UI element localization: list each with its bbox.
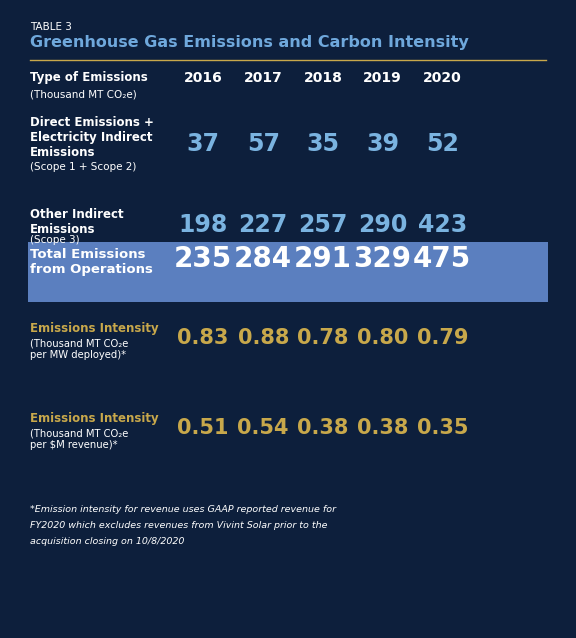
Text: Greenhouse Gas Emissions and Carbon Intensity: Greenhouse Gas Emissions and Carbon Inte…	[30, 35, 469, 50]
Text: (Thousand MT CO₂e: (Thousand MT CO₂e	[30, 428, 128, 438]
Text: (Thousand MT CO₂e): (Thousand MT CO₂e)	[30, 89, 137, 100]
Text: (Scope 1 + Scope 2): (Scope 1 + Scope 2)	[30, 162, 137, 172]
Text: 0.38: 0.38	[297, 418, 349, 438]
Text: 2016: 2016	[183, 71, 222, 85]
Text: 0.80: 0.80	[357, 328, 408, 348]
Text: 0.79: 0.79	[416, 328, 468, 348]
Text: Direct Emissions +
Electricity Indirect
Emissions: Direct Emissions + Electricity Indirect …	[30, 116, 154, 159]
Text: 39: 39	[366, 132, 399, 156]
Text: Total Emissions
from Operations: Total Emissions from Operations	[30, 248, 153, 276]
Text: 35: 35	[306, 132, 340, 156]
Text: Emissions Intensity: Emissions Intensity	[30, 412, 158, 424]
Text: acquisition closing on 10/8/2020: acquisition closing on 10/8/2020	[30, 537, 184, 546]
Text: 57: 57	[247, 132, 280, 156]
Text: 0.88: 0.88	[237, 328, 289, 348]
Text: (Thousand MT CO₂e: (Thousand MT CO₂e	[30, 338, 128, 348]
Text: 2017: 2017	[244, 71, 283, 85]
Text: 329: 329	[354, 245, 411, 273]
Text: 0.78: 0.78	[297, 328, 349, 348]
Text: 0.51: 0.51	[177, 418, 229, 438]
Text: 227: 227	[238, 213, 288, 237]
Text: 257: 257	[298, 213, 348, 237]
Text: per $M revenue)*: per $M revenue)*	[30, 440, 118, 450]
Text: 423: 423	[418, 213, 467, 237]
Text: 475: 475	[413, 245, 472, 273]
Text: 0.83: 0.83	[177, 328, 229, 348]
Text: 291: 291	[294, 245, 352, 273]
Text: Other Indirect
Emissions: Other Indirect Emissions	[30, 208, 124, 236]
Text: FY2020 which excludes revenues from Vivint Solar prior to the: FY2020 which excludes revenues from Vivi…	[30, 521, 327, 530]
Text: 235: 235	[173, 245, 232, 273]
Text: 37: 37	[186, 132, 219, 156]
Text: 0.38: 0.38	[357, 418, 408, 438]
Text: Type of Emissions: Type of Emissions	[30, 71, 147, 84]
Text: per MW deployed)*: per MW deployed)*	[30, 350, 126, 360]
Text: 198: 198	[178, 213, 228, 237]
Text: 0.35: 0.35	[416, 418, 468, 438]
Text: 0.54: 0.54	[237, 418, 289, 438]
Text: 2018: 2018	[304, 71, 343, 85]
Text: (Scope 3): (Scope 3)	[30, 235, 79, 246]
Text: *Emission intensity for revenue uses GAAP reported revenue for: *Emission intensity for revenue uses GAA…	[30, 505, 336, 514]
Text: 284: 284	[234, 245, 292, 273]
Text: TABLE 3: TABLE 3	[30, 22, 72, 33]
Text: 2020: 2020	[423, 71, 462, 85]
Text: Emissions Intensity: Emissions Intensity	[30, 322, 158, 334]
Text: 52: 52	[426, 132, 459, 156]
Bar	[28, 242, 548, 302]
Text: 2019: 2019	[363, 71, 402, 85]
Text: 290: 290	[358, 213, 407, 237]
